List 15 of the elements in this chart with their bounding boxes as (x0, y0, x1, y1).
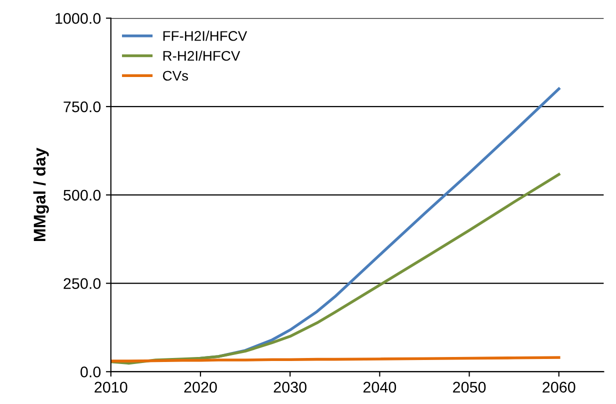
y-axis-title: MMgal / day (33, 148, 49, 242)
y-tick-label: 1000.0 (56, 13, 101, 24)
x-tick-label: 2010 (94, 382, 128, 393)
legend-label: R-H2I/HFCV (163, 50, 240, 61)
x-tick-label: 2020 (184, 382, 217, 393)
x-tick-label: 2030 (274, 382, 306, 393)
y-tick-label: 0.0 (80, 366, 101, 378)
y-tick-label: 500.0 (64, 190, 101, 201)
y-tick-label: 750.0 (64, 101, 101, 112)
y-tick-label: 250.0 (64, 278, 101, 289)
legend-label: FF-H2I/HFCV (163, 30, 248, 41)
x-tick-label: 2050 (453, 382, 486, 393)
x-tick-label: 2060 (542, 382, 576, 393)
x-tick-label: 2040 (363, 382, 396, 393)
legend-label: CVs (162, 70, 188, 81)
